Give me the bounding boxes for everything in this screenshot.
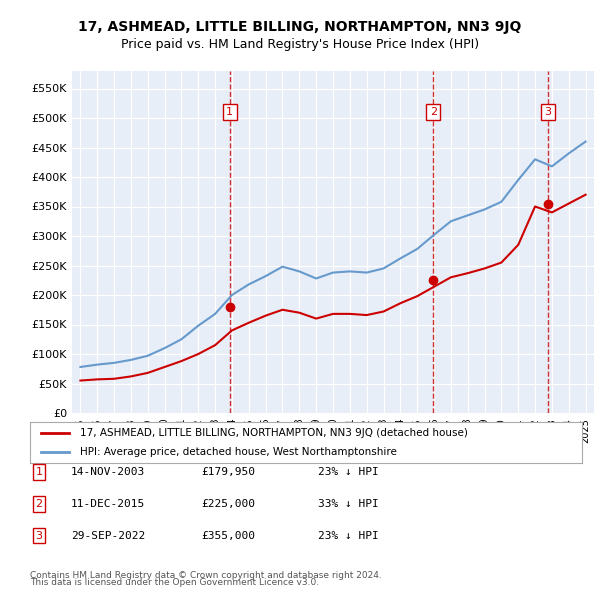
Text: 2: 2	[35, 499, 43, 509]
Text: 17, ASHMEAD, LITTLE BILLING, NORTHAMPTON, NN3 9JQ: 17, ASHMEAD, LITTLE BILLING, NORTHAMPTON…	[79, 19, 521, 34]
Text: 14-NOV-2003: 14-NOV-2003	[71, 467, 145, 477]
Text: 2: 2	[430, 107, 437, 117]
Text: 1: 1	[226, 107, 233, 117]
Text: 23% ↓ HPI: 23% ↓ HPI	[317, 531, 379, 540]
Text: Price paid vs. HM Land Registry's House Price Index (HPI): Price paid vs. HM Land Registry's House …	[121, 38, 479, 51]
Text: 1: 1	[35, 467, 43, 477]
Text: 17, ASHMEAD, LITTLE BILLING, NORTHAMPTON, NN3 9JQ (detached house): 17, ASHMEAD, LITTLE BILLING, NORTHAMPTON…	[80, 428, 467, 438]
Text: 23% ↓ HPI: 23% ↓ HPI	[317, 467, 379, 477]
Text: 29-SEP-2022: 29-SEP-2022	[71, 531, 145, 540]
Text: Contains HM Land Registry data © Crown copyright and database right 2024.: Contains HM Land Registry data © Crown c…	[30, 571, 382, 580]
Text: £179,950: £179,950	[201, 467, 255, 477]
Text: 11-DEC-2015: 11-DEC-2015	[71, 499, 145, 509]
Text: £225,000: £225,000	[201, 499, 255, 509]
Text: 33% ↓ HPI: 33% ↓ HPI	[317, 499, 379, 509]
Text: 3: 3	[35, 531, 43, 540]
Text: 3: 3	[544, 107, 551, 117]
Text: This data is licensed under the Open Government Licence v3.0.: This data is licensed under the Open Gov…	[30, 578, 319, 588]
Text: £355,000: £355,000	[201, 531, 255, 540]
Text: HPI: Average price, detached house, West Northamptonshire: HPI: Average price, detached house, West…	[80, 447, 397, 457]
